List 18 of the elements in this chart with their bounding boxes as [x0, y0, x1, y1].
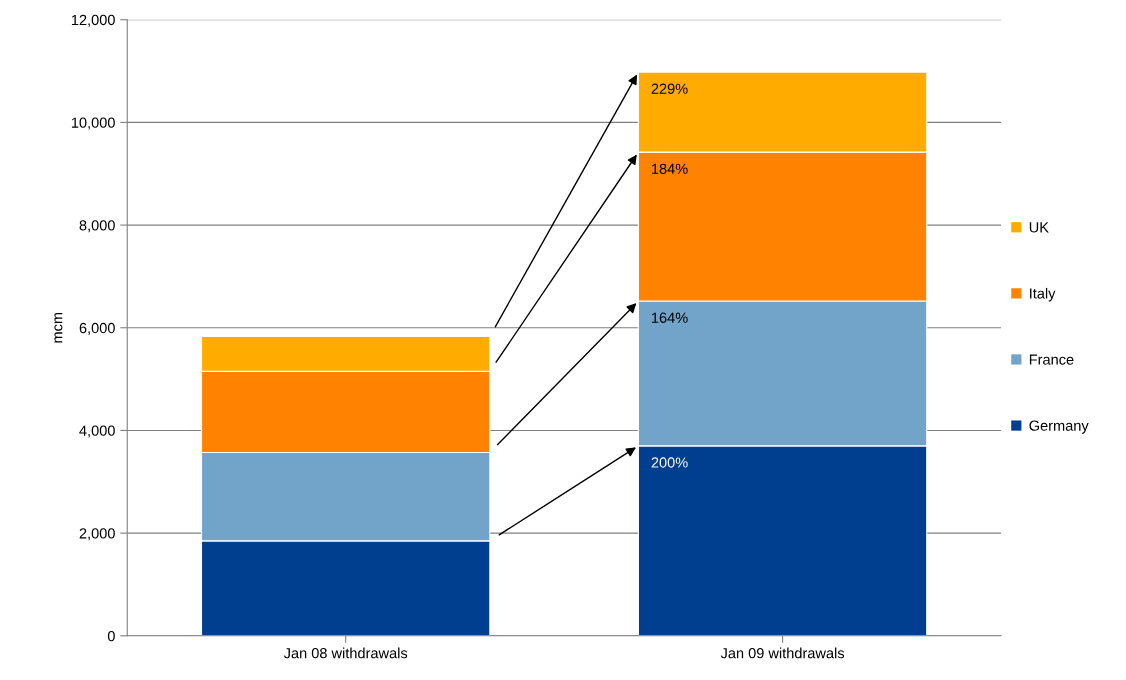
y-tick-label: 2,000 [79, 528, 115, 541]
legend-label: UK [1029, 222, 1049, 233]
legend-label: Germany [1029, 420, 1089, 434]
y-tick-label: 8,000 [79, 220, 115, 233]
x-tick-label: Jan 09 withdrawals [720, 647, 845, 659]
y-tick-label: 6,000 [79, 322, 115, 335]
y-tick-label: 10,000 [71, 117, 115, 130]
annotation: 164% [652, 312, 688, 323]
y-tick-label: 12,000 [71, 14, 115, 27]
y-tick-label: 0 [107, 630, 115, 642]
annotation: 229% [651, 83, 688, 94]
annotation: 184% [652, 163, 688, 174]
y-axis-title: mcm [54, 312, 63, 343]
y-tick-label: 4,000 [79, 425, 115, 438]
legend-label: Italy [1030, 287, 1056, 302]
legend-label: France [1029, 354, 1074, 365]
x-tick-label: Jan 08 withdrawals [283, 647, 408, 659]
annotation: 200% [651, 457, 688, 468]
